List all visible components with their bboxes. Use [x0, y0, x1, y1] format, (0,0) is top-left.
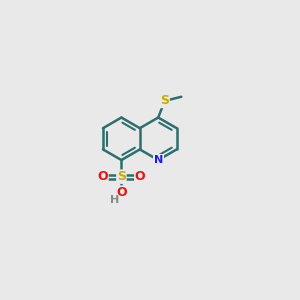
Text: S: S [117, 170, 126, 183]
Text: N: N [154, 155, 163, 165]
Text: H: H [110, 195, 119, 205]
Text: O: O [135, 170, 145, 183]
Text: O: O [98, 170, 108, 183]
Text: O: O [116, 186, 127, 199]
Text: S: S [160, 94, 169, 107]
